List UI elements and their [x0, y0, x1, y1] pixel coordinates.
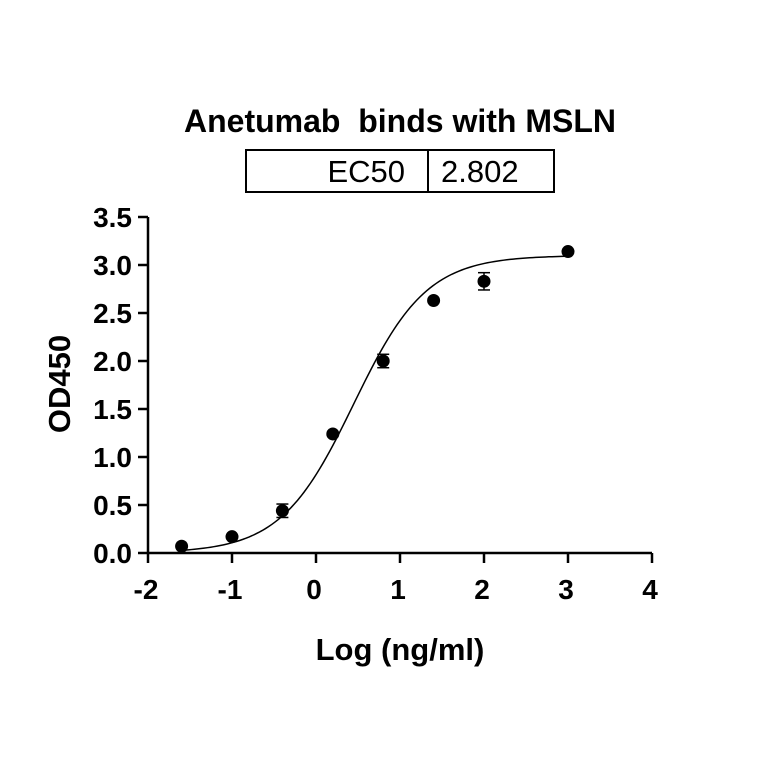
x-axis-ticks: -2 -1 0 1 2 3 4 — [134, 553, 658, 605]
data-points — [175, 245, 575, 553]
chart-title: Anetumab binds with MSLN — [184, 103, 616, 139]
y-tick-label: 2.5 — [93, 298, 132, 329]
x-tick-label: -1 — [218, 574, 243, 605]
y-axis-label: OD450 — [42, 335, 77, 433]
y-axis-ticks: 0.0 0.5 1.0 1.5 2.0 2.5 3.0 3.5 — [93, 202, 148, 569]
data-point — [427, 294, 441, 308]
x-axis-label: Log (ng/ml) — [316, 632, 485, 667]
data-point — [561, 245, 575, 259]
y-tick-label: 0.5 — [93, 490, 132, 521]
x-tick-label: 0 — [306, 574, 322, 605]
ec50-table: EC50 2.802 — [245, 149, 555, 193]
data-point — [275, 504, 289, 518]
y-tick-label: 3.5 — [93, 202, 132, 233]
ec50-label: EC50 — [327, 154, 405, 189]
x-tick-label: 4 — [642, 574, 658, 605]
y-tick-label: 1.5 — [93, 394, 132, 425]
ec50-table-border — [245, 149, 555, 193]
y-tick-label: 0.0 — [93, 538, 132, 569]
data-point — [477, 274, 491, 288]
x-tick-label: 2 — [474, 574, 490, 605]
y-tick-label: 1.0 — [93, 442, 132, 473]
x-tick-label: 1 — [390, 574, 406, 605]
data-point — [175, 539, 189, 553]
data-point — [225, 530, 239, 544]
y-tick-label: 3.0 — [93, 250, 132, 281]
x-tick-label: 3 — [558, 574, 574, 605]
x-tick-label: -2 — [134, 574, 159, 605]
data-point — [376, 354, 390, 368]
fit-curve — [181, 255, 569, 552]
ec50-value: 2.802 — [441, 154, 519, 189]
data-point — [326, 427, 340, 441]
y-tick-label: 2.0 — [93, 346, 132, 377]
axes — [146, 217, 652, 555]
